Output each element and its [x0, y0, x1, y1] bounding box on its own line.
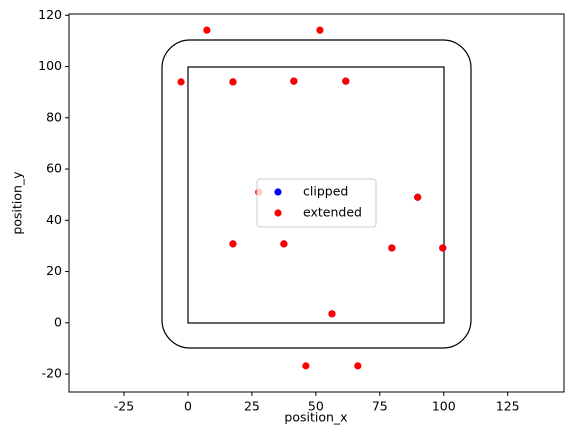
y-tick-label: 0: [54, 314, 62, 329]
point: [439, 244, 447, 252]
point: [316, 26, 324, 34]
y-tick-label: 80: [46, 109, 62, 124]
plot-frame: [68, 13, 565, 393]
x-tick-label: 0: [184, 399, 192, 414]
point: [203, 26, 211, 34]
legend-box: [256, 178, 377, 228]
x-tick-label: 125: [496, 399, 520, 414]
y-tick-label: 60: [46, 161, 62, 176]
y-tick-label: 20: [46, 263, 62, 278]
point: [280, 240, 288, 248]
legend-label: extended: [303, 205, 362, 220]
point: [302, 362, 310, 370]
y-tick-label: 120: [38, 7, 62, 22]
point: [342, 77, 350, 85]
point: [354, 362, 362, 370]
point: [177, 78, 185, 86]
y-tick-label: 40: [46, 212, 62, 227]
x-tick-label: 50: [308, 399, 324, 414]
x-tick-label: 25: [244, 399, 260, 414]
x-tick-label: 75: [372, 399, 388, 414]
inner-box: [187, 66, 445, 324]
x-tick-label: -25: [114, 399, 134, 414]
outer-rounded-box: [161, 39, 472, 349]
x-axis-label: position_x: [284, 410, 347, 425]
point: [388, 244, 396, 252]
legend-marker: [274, 188, 282, 196]
point: [229, 78, 237, 86]
point: [290, 77, 298, 85]
legend-marker: [274, 209, 282, 217]
point: [229, 240, 237, 248]
x-tick-label: 100: [432, 399, 456, 414]
point: [414, 193, 422, 201]
y-tick-label: -20: [42, 366, 62, 381]
y-tick-label: 100: [38, 58, 62, 73]
legend-label: clipped: [303, 184, 348, 199]
point: [328, 310, 336, 318]
y-axis-label: position_y: [10, 171, 25, 235]
